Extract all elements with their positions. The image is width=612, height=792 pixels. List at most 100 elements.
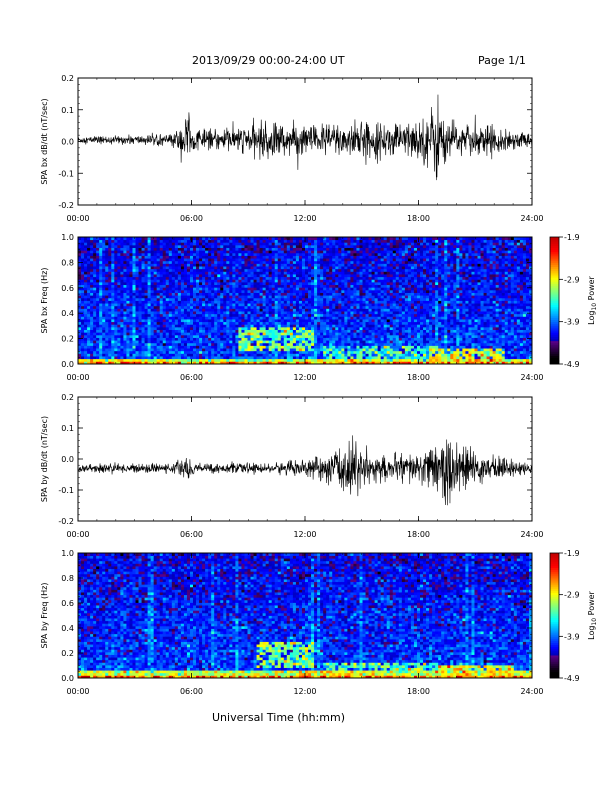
- spectrogram-cell: [220, 255, 224, 259]
- spectrogram-cell: [362, 237, 366, 241]
- spectrogram-cell: [317, 252, 321, 256]
- spectrogram-cell: [117, 247, 121, 251]
- spectrogram-cell: [256, 281, 260, 286]
- spectrogram-cell: [217, 284, 221, 288]
- spectrogram-cell: [87, 244, 91, 248]
- spectrogram-cell: [138, 334, 142, 338]
- spectrogram-cell: [147, 289, 152, 293]
- spectrogram-cell: [350, 319, 354, 323]
- spectrogram-cell: [180, 281, 185, 286]
- spectrogram-cell: [150, 284, 155, 288]
- spectrogram-cell: [105, 313, 109, 317]
- spectrogram-cell: [144, 260, 149, 264]
- spectrogram-cell: [96, 289, 100, 293]
- spectrogram-cell: [374, 239, 379, 243]
- spectrogram-cell: [144, 345, 149, 349]
- spectrogram-cell: [235, 326, 239, 331]
- spectrogram-cell: [217, 332, 221, 336]
- spectrogram-cell: [105, 324, 109, 328]
- spectrogram-cell: [298, 271, 303, 275]
- spectrogram-cell: [247, 295, 251, 299]
- spectrogram-cell: [93, 342, 97, 346]
- spectrogram-cell: [120, 326, 124, 331]
- spectrogram-cell: [277, 342, 282, 346]
- spectrogram-cell: [150, 260, 155, 264]
- spectrogram-cell: [102, 348, 106, 352]
- spectrogram-cell: [214, 361, 218, 365]
- spectrogram-cell: [311, 250, 315, 254]
- spectrogram-cell: [244, 305, 248, 309]
- spectrogram-cell: [341, 260, 345, 264]
- spectrogram-cell: [93, 305, 97, 309]
- spectrogram-cell: [253, 237, 257, 241]
- spectrogram-cell: [135, 289, 139, 293]
- spectrogram-cell: [96, 311, 100, 315]
- spectrogram-cell: [180, 250, 185, 254]
- spectrogram-cell: [165, 353, 170, 357]
- spectrogram-cell: [174, 258, 179, 262]
- spectrogram-cell: [292, 252, 297, 256]
- spectrogram-cell: [123, 300, 127, 304]
- spectrogram-cell: [129, 274, 133, 278]
- spectrogram-cell: [183, 289, 188, 293]
- spectrogram-cell: [298, 319, 303, 323]
- spectrogram-cell: [93, 329, 97, 333]
- spectrogram-cell: [311, 266, 315, 270]
- spectrogram-cell: [205, 350, 209, 354]
- spectrogram-cell: [277, 345, 282, 349]
- spectrogram-cell: [202, 332, 206, 336]
- spectrogram-cell: [308, 279, 312, 283]
- spectrogram-cell: [362, 252, 366, 256]
- spectrogram-cell: [193, 334, 197, 338]
- spectrogram-cell: [283, 326, 288, 331]
- spectrogram-cell: [344, 260, 348, 264]
- spectrogram-cell: [153, 303, 158, 307]
- spectrogram-cell: [344, 276, 348, 280]
- spectrogram-cell: [344, 329, 348, 333]
- spectrogram-cell: [96, 308, 100, 312]
- spectrogram-cell: [114, 260, 118, 264]
- spectrogram-cell: [256, 329, 260, 333]
- spectrogram-cell: [253, 348, 257, 352]
- spectrogram-cell: [256, 266, 260, 270]
- spectrogram-cell: [253, 258, 257, 262]
- spectrogram-cell: [90, 292, 94, 296]
- spectrogram-cell: [308, 284, 312, 288]
- spectrogram-cell: [208, 353, 212, 357]
- spectrogram-cell: [99, 300, 103, 304]
- spectrogram-cell: [323, 356, 327, 360]
- spectrogram-cell: [108, 266, 112, 270]
- spectrogram-cell: [171, 274, 176, 278]
- spectrogram-cell: [220, 342, 224, 346]
- spectrogram-cell: [350, 271, 354, 275]
- spectrogram-cell: [289, 303, 294, 307]
- spectrogram-cell: [123, 326, 127, 331]
- spectrogram-cell: [189, 247, 194, 251]
- spectrogram-cell: [126, 263, 130, 267]
- spectrogram-cell: [144, 274, 149, 278]
- spectrogram-cell: [193, 244, 197, 248]
- spectrogram-cell: [298, 292, 303, 296]
- spectrogram-cell: [217, 263, 221, 267]
- spectrogram-cell: [338, 239, 342, 243]
- spectrogram-cell: [220, 242, 224, 246]
- spectrogram-cell: [186, 303, 191, 307]
- spectrogram-cell: [211, 332, 215, 336]
- spectrogram-cell: [129, 260, 133, 264]
- spectrogram-cell: [359, 276, 363, 280]
- spectrogram-cell: [308, 266, 312, 270]
- spectrogram-cell: [186, 297, 191, 301]
- spectrogram-cell: [226, 274, 230, 278]
- spectrogram-cell: [81, 297, 85, 301]
- spectrogram-cell: [147, 281, 152, 286]
- spectrogram-cell: [320, 242, 324, 246]
- spectrogram-cell: [117, 297, 121, 301]
- spectrogram-cell: [90, 297, 94, 301]
- spectrogram-cell: [162, 353, 167, 357]
- spectrogram-cell: [262, 271, 267, 275]
- spectrogram-cell: [159, 308, 164, 312]
- spectrogram-cell: [380, 332, 385, 336]
- spectrogram-cell: [238, 237, 242, 241]
- spectrogram-cell: [144, 319, 149, 323]
- spectrogram-cell: [283, 287, 288, 291]
